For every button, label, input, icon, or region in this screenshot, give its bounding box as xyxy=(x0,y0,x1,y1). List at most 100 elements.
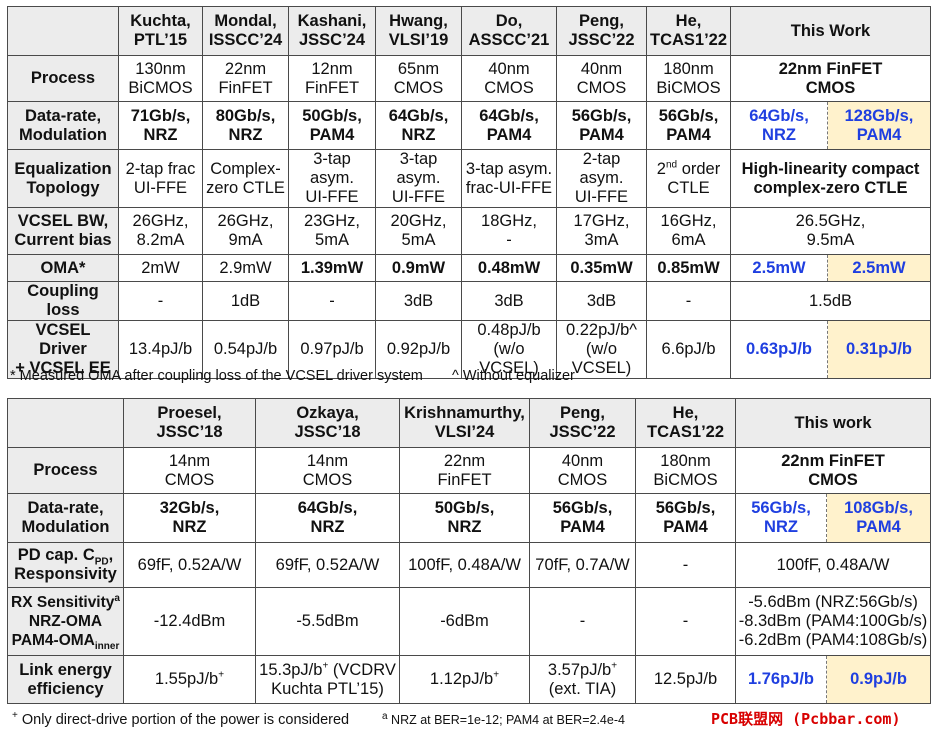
header-cell: Hwang, VLSI’19 xyxy=(375,6,462,56)
label-part: PAM4-OMA xyxy=(11,632,95,649)
table-cell: 56Gb/s, PAM4 xyxy=(556,101,647,150)
table-cell: 0.35mW xyxy=(556,254,647,282)
table-cell: 0.63pJ/b xyxy=(730,320,828,379)
footnote-equalizer: ^ Without equalizer xyxy=(452,368,575,384)
table-cell: 180nm BiCMOS xyxy=(646,55,731,102)
plus-superscript: + xyxy=(611,660,618,671)
table-cell: 26GHz, 8.2mA xyxy=(118,207,203,255)
table-cell: 3-tap asym. UI-FFE xyxy=(375,149,462,208)
label-part: RX Sensitivity xyxy=(11,594,115,611)
table-cell: 40nm CMOS xyxy=(461,55,557,102)
table-cell: 12nm FinFET xyxy=(288,55,376,102)
cell-value: 1.12pJ/b xyxy=(429,670,494,688)
cell-value: 3.57pJ/b xyxy=(547,660,612,679)
header-cell: Kashani, JSSC’24 xyxy=(288,6,376,56)
header-this-work: This Work xyxy=(730,6,931,56)
table-cell: 14nm CMOS xyxy=(123,447,256,494)
label-part: NRZ-OMA xyxy=(28,613,103,630)
table-cell: 180nm BiCMOS xyxy=(635,447,736,494)
header-cell: Do, ASSCC’21 xyxy=(461,6,557,56)
header-cell: Proesel, JSSC’18 xyxy=(123,398,256,448)
label-subscript: inner xyxy=(94,641,120,653)
order-number: 2 xyxy=(656,159,666,178)
table-cell: 56Gb/s, PAM4 xyxy=(646,101,731,150)
header-this-work: This work xyxy=(734,398,932,448)
order-suffix: nd xyxy=(665,159,678,170)
header-cell: Ozkaya, JSSC’18 xyxy=(255,398,400,448)
table-cell: -5.6dBm (NRZ:56Gb/s) -8.3dBm (PAM4:100Gb… xyxy=(734,587,932,656)
table-cell: 1.39mW xyxy=(288,254,376,282)
table-row: Coupling loss - 1dB - 3dB 3dB 3dB - 1.5d… xyxy=(7,281,931,321)
row-label: VCSEL Driver + VCSEL EE xyxy=(7,320,119,379)
table-cell: 56Gb/s, PAM4 xyxy=(635,493,736,543)
table-cell: 3dB xyxy=(461,281,557,321)
table-cell: 65nm CMOS xyxy=(375,55,462,102)
table-cell: 3.57pJ/b+ (ext. TIA) xyxy=(529,655,636,704)
comparison-table-transmitter: Kuchta, PTL’15 Mondal, ISSCC’24 Kashani,… xyxy=(7,6,931,379)
table-cell: 1.76pJ/b xyxy=(735,655,827,704)
plus-superscript: + xyxy=(322,660,329,671)
table-cell: -6dBm xyxy=(399,587,530,656)
table-cell: 50Gb/s, PAM4 xyxy=(288,101,376,150)
table-row: VCSEL BW, Current bias 26GHz, 8.2mA 26GH… xyxy=(7,207,931,255)
label-part: , xyxy=(108,546,114,564)
table-cell: 108Gb/s, PAM4 xyxy=(825,493,932,543)
row-label: Coupling loss xyxy=(7,281,119,321)
table-cell: 15.3pJ/b+ (VCDRV Kuchta PTL’15) xyxy=(255,655,400,704)
header-cell: Krishnamurthy, VLSI’24 xyxy=(399,398,530,448)
table-cell: 70fF, 0.7A/W xyxy=(529,542,636,588)
table-cell: 1.55pJ/b+ xyxy=(123,655,256,704)
table-cell: - xyxy=(529,587,636,656)
footnote-text: NRZ at BER=1e-12; PAM4 at BER=2.4e-4 xyxy=(387,713,625,727)
row-label: VCSEL BW, Current bias xyxy=(7,207,119,255)
table-cell: 2.5mW xyxy=(730,254,828,282)
table-cell: 1.5dB xyxy=(730,281,931,321)
table-cell: 2-tap asym. UI-FFE xyxy=(556,149,647,208)
watermark: PCB联盟网 (Pcbbar.com) xyxy=(711,710,901,728)
footnote-marker: + xyxy=(12,710,18,722)
table-cell: 69fF, 0.52A/W xyxy=(255,542,400,588)
table-cell: 22nm FinFET xyxy=(202,55,289,102)
header-corner xyxy=(7,6,119,56)
header-cell: He, TCAS1’22 xyxy=(635,398,736,448)
table-cell: 3dB xyxy=(375,281,462,321)
plus-superscript: + xyxy=(493,669,500,681)
table-cell: - xyxy=(118,281,203,321)
table-row: Link energy efficiency 1.55pJ/b+ 15.3pJ/… xyxy=(7,655,932,704)
row-label: Data-rate, Modulation xyxy=(7,101,119,150)
table-cell: 22nm FinFET CMOS xyxy=(730,55,931,102)
table-cell: 2.5mW xyxy=(827,254,931,282)
table-cell: 130nm BiCMOS xyxy=(118,55,203,102)
table-cell: - xyxy=(646,281,731,321)
table-cell: 56Gb/s, NRZ xyxy=(735,493,827,543)
table-cell: 64Gb/s, PAM4 xyxy=(461,101,557,150)
cell-note: (ext. TIA) xyxy=(548,679,617,698)
table-cell: 40nm CMOS xyxy=(556,55,647,102)
row-label: Equalization Topology xyxy=(7,149,119,208)
label-part: PD cap. C xyxy=(17,546,95,564)
table-cell: 2nd order CTLE xyxy=(646,149,731,208)
table-row: Data-rate, Modulation 32Gb/s, NRZ 64Gb/s… xyxy=(7,493,932,543)
table-cell: 20GHz, 5mA xyxy=(375,207,462,255)
table-cell: 1dB xyxy=(202,281,289,321)
table-cell: 26.5GHz, 9.5mA xyxy=(730,207,931,255)
header-cell: Peng, JSSC’22 xyxy=(556,6,647,56)
table-cell: High-linearity compact complex-zero CTLE xyxy=(730,149,931,208)
header-cell: Peng, JSSC’22 xyxy=(529,398,636,448)
row-label: Process xyxy=(7,447,124,494)
row-label: Link energy efficiency xyxy=(7,655,124,704)
footnote-ber: a NRZ at BER=1e-12; PAM4 at BER=2.4e-4 xyxy=(382,711,625,727)
row-label: PD cap. CPD, Responsivity xyxy=(7,542,124,588)
footnote-direct-drive: + Only direct-drive portion of the power… xyxy=(12,710,349,728)
table-cell: 71Gb/s, NRZ xyxy=(118,101,203,150)
table-cell: -5.5dBm xyxy=(255,587,400,656)
table-row: RX Sensitivitya NRZ-OMA PAM4-OMAinner -12.… xyxy=(7,587,932,656)
table-row: Equalization Topology 2-tap frac UI-FFE … xyxy=(7,149,931,208)
table-cell: 18GHz, - xyxy=(461,207,557,255)
table-cell: 69fF, 0.52A/W xyxy=(123,542,256,588)
table-cell: 100fF, 0.48A/W xyxy=(734,542,932,588)
table-row: PD cap. CPD, Responsivity 69fF, 0.52A/W 6… xyxy=(7,542,932,588)
table-row: VCSEL Driver + VCSEL EE 13.4pJ/b 0.54pJ/… xyxy=(7,320,931,379)
label-part: Responsivity xyxy=(14,565,117,583)
cell-value: 15.3pJ/b xyxy=(259,660,323,679)
